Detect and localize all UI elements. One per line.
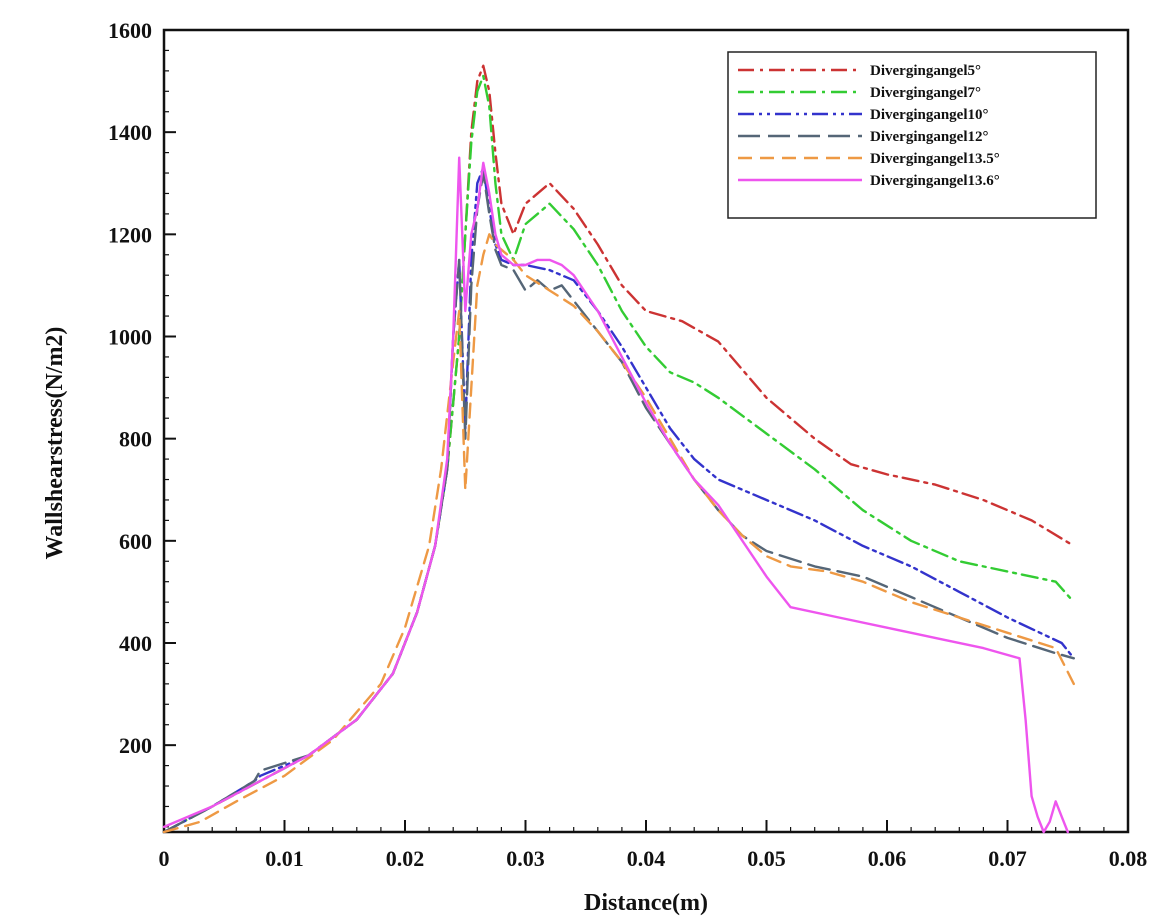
legend: Divergingangel5° Divergingangel7° Divergin… — [727, 51, 1097, 219]
x-tick-label: 0.04 — [627, 846, 666, 871]
x-axis-ticks: 0 0.01 0.02 0.03 0.04 0.05 0.06 0.07 0.08 — [159, 820, 1148, 871]
x-tick-label: 0.08 — [1109, 846, 1148, 871]
legend-label-6: Divergingangel13.6° — [870, 173, 1000, 189]
legend-label-2: Divergingangel7° — [870, 85, 981, 101]
legend-label-5: Divergingangel13.5° — [870, 151, 1000, 167]
series-line-4 — [162, 171, 1076, 834]
y-tick-label: 1000 — [108, 324, 152, 349]
legend-label-3: Divergingangel10° — [870, 107, 989, 123]
y-axis-title: Wallshearstress(N/m2) — [42, 327, 68, 560]
y-tick-label: 200 — [119, 733, 152, 758]
x-tick-label: 0.02 — [386, 846, 425, 871]
y-tick-label: 800 — [119, 427, 152, 452]
y-tick-label: 400 — [119, 631, 152, 656]
x-tick-label: 0.07 — [988, 846, 1027, 871]
x-tick-label: 0.06 — [868, 846, 907, 871]
y-tick-label: 1200 — [108, 222, 152, 247]
y-tick-label: 600 — [119, 529, 152, 554]
y-tick-label: 1600 — [108, 18, 152, 43]
legend-items: Divergingangel5° Divergingangel7° Divergin… — [738, 63, 1000, 189]
x-tick-label: 0.05 — [747, 846, 786, 871]
series-line-6 — [162, 156, 1070, 834]
x-axis-title: Distance(m) — [584, 890, 708, 916]
x-tick-label: 0 — [159, 846, 170, 871]
series-line-3 — [162, 166, 1076, 834]
y-tick-label: 1400 — [108, 120, 152, 145]
y-axis-ticks: 200 400 600 800 1000 1200 1400 1600 — [108, 18, 176, 828]
series-layer — [162, 64, 1076, 834]
x-tick-label: 0.03 — [506, 846, 545, 871]
series-line-5 — [162, 233, 1076, 834]
legend-label-1: Divergingangel5° — [870, 63, 981, 79]
legend-label-4: Divergingangel12° — [870, 129, 989, 145]
x-tick-label: 0.01 — [265, 846, 304, 871]
